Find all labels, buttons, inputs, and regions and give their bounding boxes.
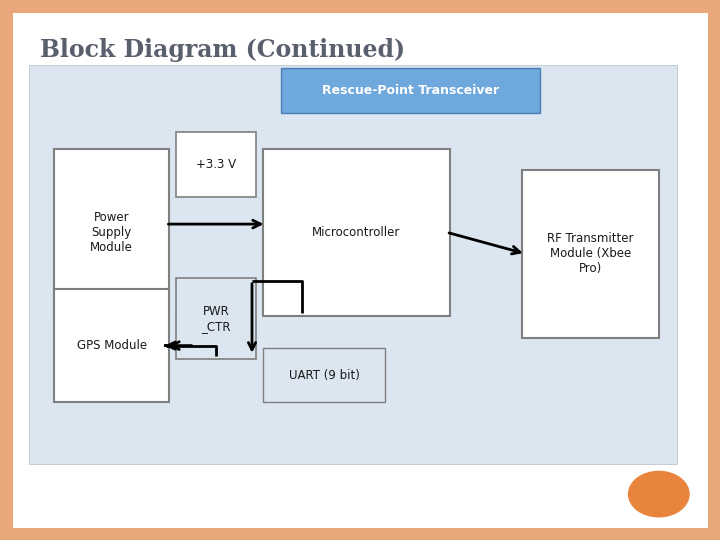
FancyBboxPatch shape: [176, 132, 256, 197]
Text: PWR
_CTR: PWR _CTR: [202, 305, 230, 333]
Text: UART (9 bit): UART (9 bit): [289, 369, 359, 382]
Text: GPS Module: GPS Module: [76, 339, 147, 352]
FancyBboxPatch shape: [522, 170, 659, 338]
Text: Block Diagram (Continued): Block Diagram (Continued): [40, 38, 405, 62]
FancyBboxPatch shape: [54, 148, 169, 316]
FancyBboxPatch shape: [263, 148, 450, 316]
Circle shape: [629, 471, 689, 517]
FancyBboxPatch shape: [54, 289, 169, 402]
Text: Power
Supply
Module: Power Supply Module: [90, 211, 133, 254]
FancyBboxPatch shape: [281, 68, 540, 113]
FancyBboxPatch shape: [176, 278, 256, 359]
Text: RF Transmitter
Module (Xbee
Pro): RF Transmitter Module (Xbee Pro): [547, 232, 634, 275]
Text: Microcontroller: Microcontroller: [312, 226, 400, 239]
FancyBboxPatch shape: [29, 65, 677, 464]
Text: Rescue-Point Transceiver: Rescue-Point Transceiver: [322, 84, 499, 97]
Text: +3.3 V: +3.3 V: [196, 158, 236, 171]
FancyBboxPatch shape: [263, 348, 385, 402]
